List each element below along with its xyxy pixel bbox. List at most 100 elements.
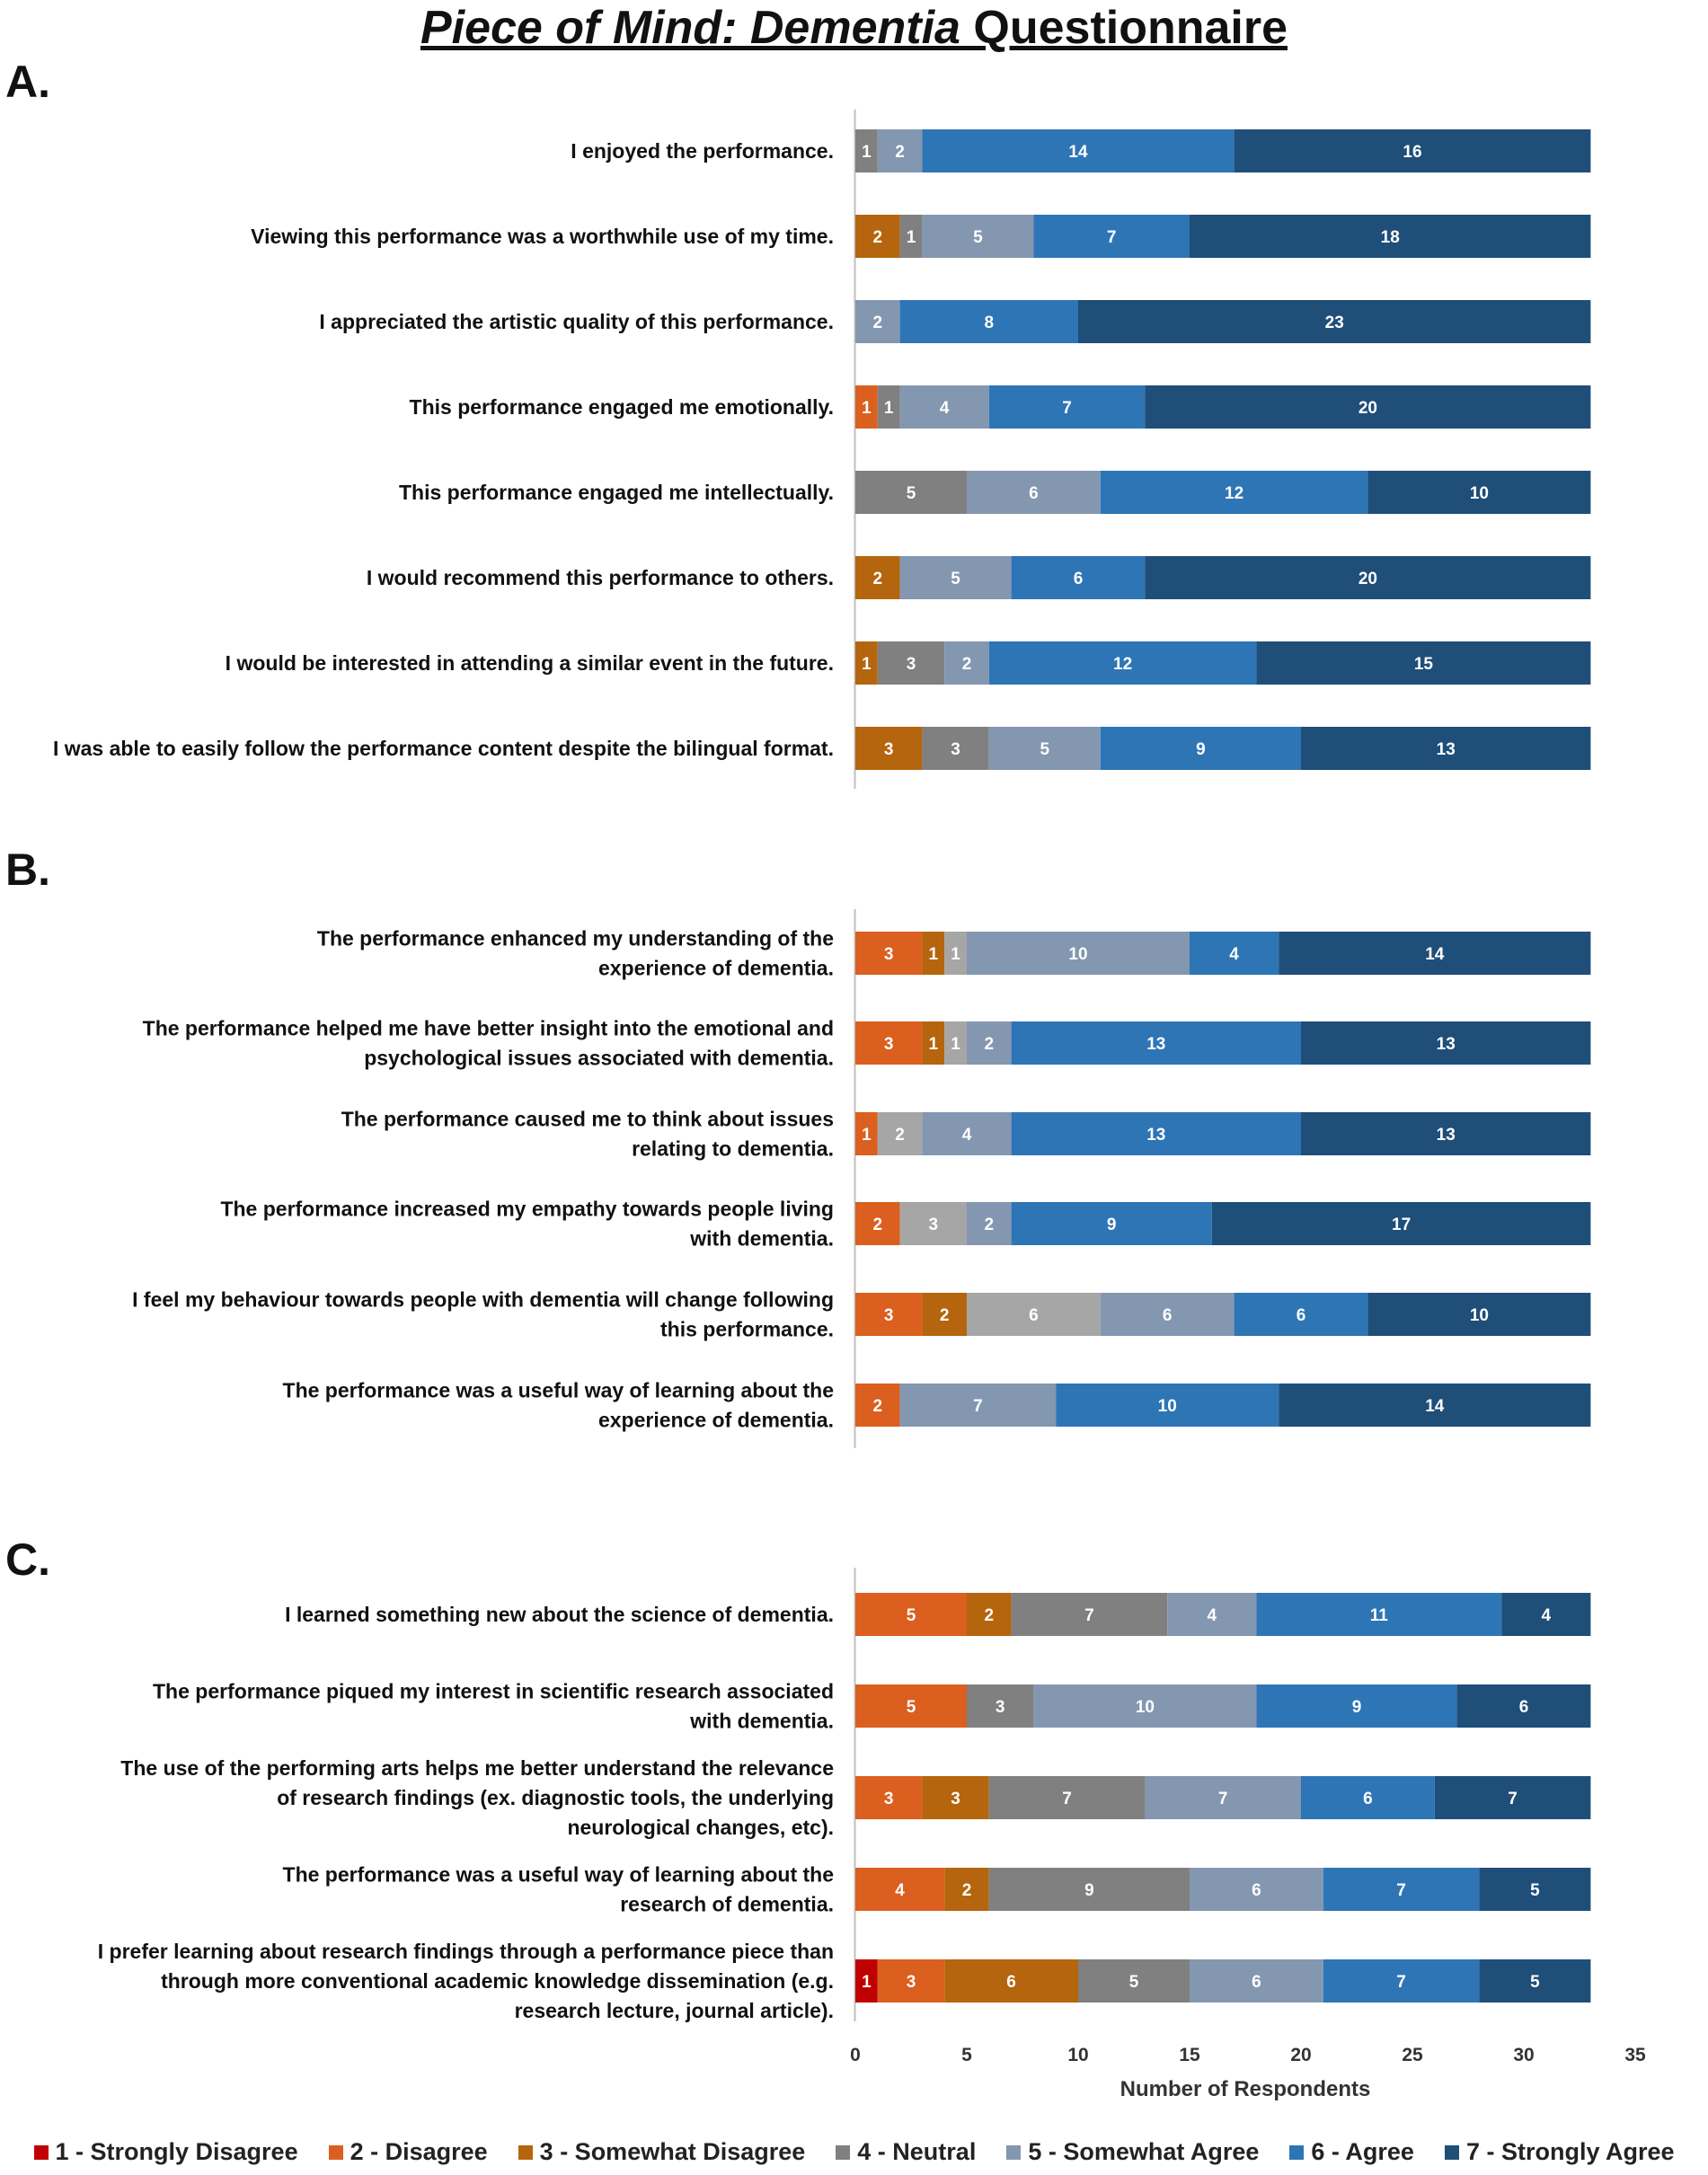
row-label: I feel my behaviour towards people with … bbox=[132, 1288, 834, 1312]
row-label: I enjoyed the performance. bbox=[571, 139, 834, 163]
data-label: 13 bbox=[1146, 1035, 1165, 1054]
data-label: 1 bbox=[929, 945, 939, 964]
bar-segment bbox=[855, 727, 923, 770]
bar-segment bbox=[1100, 471, 1368, 514]
data-label: 3 bbox=[907, 655, 916, 674]
chart-title: Piece of Mind: Dementia Questionnaire bbox=[0, 0, 1708, 56]
data-label: 2 bbox=[985, 1035, 995, 1054]
row-label: this performance. bbox=[660, 1318, 834, 1341]
bar-segment bbox=[899, 1384, 1057, 1427]
data-label: 2 bbox=[985, 1606, 995, 1625]
bar-segment bbox=[899, 215, 923, 258]
bar-segment bbox=[877, 1112, 923, 1155]
data-label: 12 bbox=[1225, 484, 1243, 503]
data-label: 2 bbox=[962, 655, 972, 674]
data-label: 20 bbox=[1358, 399, 1377, 418]
data-label: 1 bbox=[862, 1126, 872, 1145]
bar-segment bbox=[899, 300, 1078, 343]
bar-segment bbox=[855, 300, 900, 343]
data-label: 3 bbox=[884, 1790, 894, 1808]
row-label: The performance increased my empathy tow… bbox=[220, 1198, 834, 1221]
row-label: I would recommend this performance to ot… bbox=[367, 566, 834, 589]
data-label: 7 bbox=[1218, 1790, 1228, 1808]
data-label: 7 bbox=[1396, 1973, 1406, 1992]
data-label: 2 bbox=[873, 314, 883, 332]
data-label: 6 bbox=[1252, 1881, 1261, 1900]
data-label: 9 bbox=[1352, 1698, 1362, 1717]
bar-segment bbox=[1190, 1868, 1323, 1911]
bar-segment bbox=[877, 129, 923, 172]
data-label: 10 bbox=[1470, 1306, 1489, 1325]
data-label: 18 bbox=[1381, 228, 1400, 247]
data-label: 5 bbox=[1040, 740, 1050, 759]
x-tick-label: 25 bbox=[1402, 2045, 1423, 2065]
bar-segment bbox=[1456, 1684, 1591, 1728]
data-label: 7 bbox=[973, 1397, 983, 1416]
data-label: 6 bbox=[1296, 1306, 1306, 1325]
bar-segment bbox=[1301, 1112, 1591, 1155]
panel-label: C. bbox=[5, 1534, 50, 1585]
data-label: 3 bbox=[929, 1216, 939, 1234]
row-label: experience of dementia. bbox=[598, 957, 834, 980]
bar-segment bbox=[1011, 1593, 1168, 1636]
legend: 1 - Strongly Disagree 2 - Disagree 3 - Som… bbox=[0, 2138, 1708, 2166]
bar-segment bbox=[967, 471, 1101, 514]
data-label: 6 bbox=[1006, 1973, 1016, 1992]
data-label: 5 bbox=[973, 228, 983, 247]
data-label: 6 bbox=[1163, 1306, 1173, 1325]
bar-segment bbox=[1011, 1202, 1212, 1245]
bar-segment bbox=[1367, 1293, 1591, 1336]
row-label: I was able to easily follow the performa… bbox=[53, 737, 834, 760]
bar-segment bbox=[944, 1021, 967, 1065]
data-label: 4 bbox=[962, 1126, 972, 1145]
data-label: 2 bbox=[940, 1306, 950, 1325]
data-label: 13 bbox=[1437, 1126, 1456, 1145]
data-label: 7 bbox=[1107, 228, 1117, 247]
data-label: 1 bbox=[951, 1035, 960, 1054]
bar-segment bbox=[899, 556, 1012, 599]
row-label: with dementia. bbox=[689, 1710, 834, 1733]
bar-segment bbox=[1323, 1959, 1480, 2003]
bar-segment bbox=[855, 385, 878, 429]
data-label: 7 bbox=[1508, 1790, 1518, 1808]
bar-segment bbox=[922, 129, 1235, 172]
legend-item: 6 - Agree bbox=[1289, 2138, 1414, 2166]
data-label: 5 bbox=[907, 1698, 916, 1717]
data-label: 8 bbox=[985, 314, 995, 332]
row-label: I prefer learning about research finding… bbox=[98, 1940, 834, 1963]
row-label: through more conventional academic knowl… bbox=[161, 1969, 834, 1993]
bar-segment bbox=[944, 932, 967, 975]
bar-segment bbox=[855, 556, 900, 599]
row-label: relating to dementia. bbox=[632, 1137, 834, 1161]
data-label: 4 bbox=[1542, 1606, 1552, 1625]
data-label: 1 bbox=[862, 399, 872, 418]
row-label: This performance engaged me intellectual… bbox=[399, 481, 834, 504]
bar-segment bbox=[922, 1021, 945, 1065]
bar-segment bbox=[1301, 1776, 1435, 1819]
x-tick-label: 10 bbox=[1067, 2045, 1088, 2065]
data-label: 2 bbox=[873, 1216, 883, 1234]
data-label: 9 bbox=[1107, 1216, 1117, 1234]
data-label: 6 bbox=[1029, 484, 1039, 503]
bar-segment bbox=[944, 1868, 989, 1911]
bar-segment bbox=[922, 727, 989, 770]
row-label: research lecture, journal article). bbox=[515, 1999, 834, 2022]
row-label: The performance was a useful way of lear… bbox=[283, 1379, 834, 1402]
bar-segment bbox=[855, 1593, 967, 1636]
legend-swatch bbox=[1289, 2144, 1305, 2160]
data-label: 5 bbox=[1129, 1973, 1139, 1992]
bar-segment bbox=[855, 471, 967, 514]
legend-swatch bbox=[1006, 2144, 1022, 2160]
data-label: 3 bbox=[884, 1035, 894, 1054]
data-label: 5 bbox=[907, 484, 916, 503]
data-label: 3 bbox=[951, 1790, 960, 1808]
bar-segment bbox=[1234, 129, 1591, 172]
bar-segment bbox=[988, 727, 1101, 770]
data-label: 1 bbox=[862, 143, 872, 162]
data-label: 1 bbox=[862, 655, 872, 674]
bar-segment bbox=[1033, 215, 1190, 258]
row-label: I would be interested in attending a sim… bbox=[226, 651, 834, 675]
legend-swatch bbox=[33, 2144, 49, 2160]
data-label: 10 bbox=[1068, 945, 1087, 964]
row-label: The performance helped me have better in… bbox=[143, 1017, 834, 1040]
